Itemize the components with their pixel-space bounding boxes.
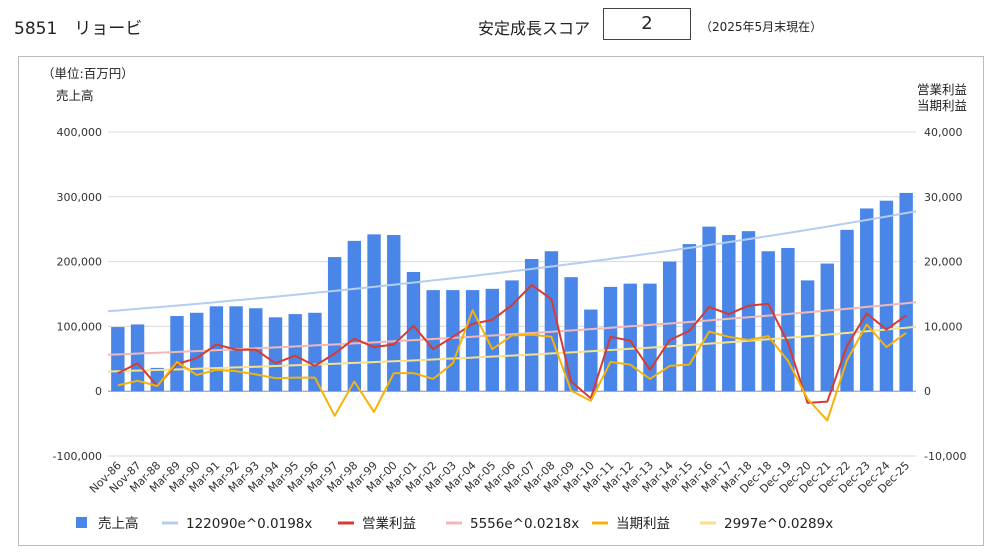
x-axis-labels: Nov-86Nov-87Mar-88Mar-89Mar-90Mar-91Mar-… [87,459,912,496]
right-tick-label: -10,000 [924,450,966,463]
left-tick-label: 400,000 [57,126,103,139]
sales-bar [682,244,697,392]
sales-bar [879,200,894,392]
series-line [117,309,907,422]
left-tick-label: 300,000 [57,191,103,204]
left-tick-label: 0 [95,385,102,398]
legend-label: 営業利益 [362,516,416,532]
left-axis-ticks: -100,000 0 100,000 200,000 300,000 400,000 [53,126,102,463]
chart-frame [18,56,984,546]
score-label: 安定成長スコア [478,19,591,38]
sales-bar [820,263,835,392]
sales-bar [465,290,480,392]
score-date-note: （2025年5月末現在） [700,20,823,34]
right-axis-ticks: -10,000 0 10,000 20,000 30,000 40,000 [924,126,966,463]
sales-bar [288,314,302,392]
right-axis-title-operating: 営業利益 [917,82,967,97]
sales-bar [347,240,362,392]
left-tick-label: 100,000 [57,320,103,333]
sales-bar [170,316,184,392]
unit-label: （単位:百万円） [42,66,134,81]
sales-bar [761,251,775,392]
right-tick-label: 0 [924,385,931,398]
legend-label: 当期利益 [616,516,670,532]
right-tick-label: 10,000 [924,320,963,333]
legend-label: 2997e^0.0289x [724,516,833,532]
right-tick-label: 20,000 [924,256,963,269]
right-tick-label: 30,000 [924,191,963,204]
left-tick-label: -100,000 [53,450,102,463]
series-lines [107,210,917,422]
sales-bar [525,259,539,392]
legend: 売上高 122090e^0.0198x 営業利益 5556e^0.0218x 当期利益 2… [76,515,833,532]
series-line [117,283,907,404]
right-tick-label: 40,000 [924,126,963,139]
sales-bar [387,235,401,392]
left-tick-label: 200,000 [57,256,103,269]
sales-bar [111,327,125,392]
sales-bar [308,312,322,392]
sales-bar [327,257,342,392]
sales-bars [111,192,913,392]
sales-bar [840,229,854,392]
sales-bar [268,317,283,392]
sales-bar [544,251,559,392]
sales-bar [130,324,145,392]
sales-bar [899,192,913,392]
sales-bar [702,226,716,392]
trend-line [107,325,917,373]
sales-bar [860,208,874,392]
sales-bar [564,277,578,392]
sales-bar [426,290,440,392]
legend-label: 5556e^0.0218x [470,516,579,532]
sales-bar [367,234,381,392]
legend-label: 売上高 [98,515,139,532]
legend-swatch [76,517,87,528]
legend-label: 122090e^0.0198x [186,516,312,532]
sales-bar [662,261,677,392]
score-value-box: 2 [603,8,691,40]
sales-bar [741,231,756,392]
company-title: 5851 リョービ [14,19,143,39]
trend-line [107,210,917,313]
sales-bar [485,288,499,392]
sales-bar [623,283,637,392]
right-axis-title-net: 当期利益 [917,98,967,113]
left-axis-title: 売上高 [56,88,94,103]
